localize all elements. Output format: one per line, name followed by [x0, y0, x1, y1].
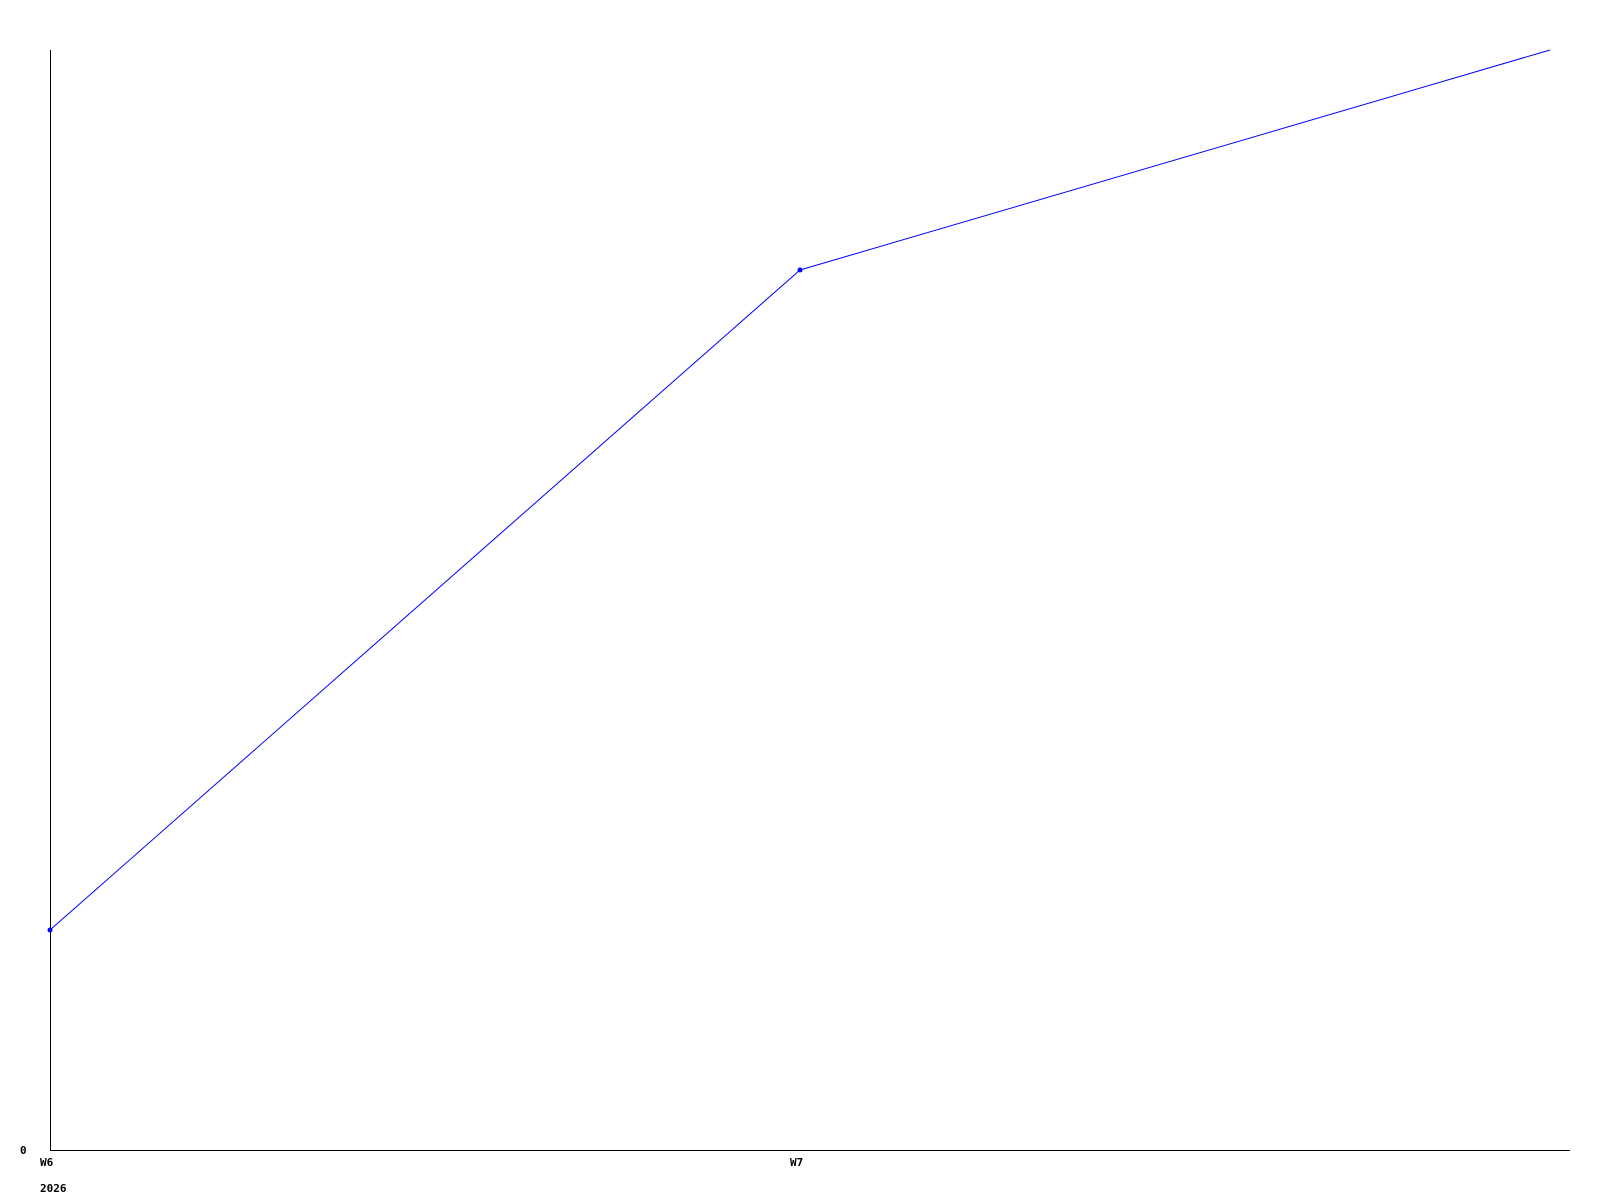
x-tick-label: W7	[790, 1156, 803, 1169]
series-line	[49, 49, 1551, 931]
y-tick-label: 0	[20, 1144, 27, 1157]
x-tick-label: W6	[40, 1156, 54, 1169]
data-point	[47, 927, 53, 933]
x-tick-sublabel: 2026	[40, 1182, 67, 1195]
data-point	[797, 267, 803, 273]
